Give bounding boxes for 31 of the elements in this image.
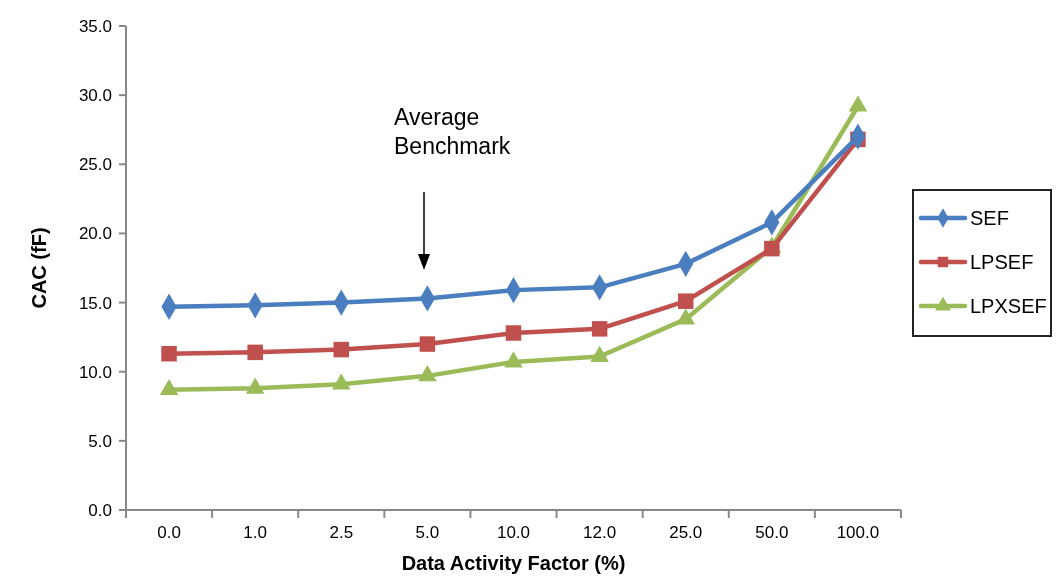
point (247, 344, 263, 361)
x-tick-label: 25.0 (669, 523, 703, 542)
point (161, 345, 177, 362)
legend-label: LPXSEF (970, 295, 1047, 317)
x-tick-label: 5.0 (415, 523, 440, 542)
point (505, 325, 522, 341)
point (764, 240, 780, 257)
y-tick-label: 25.0 (78, 155, 112, 175)
y-tick-label: 35.0 (78, 16, 112, 36)
x-tick-label: 2.5 (329, 523, 354, 542)
x-tick-label: 100.0 (836, 523, 880, 542)
x-tick-label: 10.0 (496, 523, 531, 542)
annotation: Average Benchmark (394, 104, 511, 159)
x-tick-label: 50.0 (755, 523, 789, 542)
y-tick-label: 20.0 (78, 224, 112, 244)
point (419, 336, 436, 352)
point (591, 321, 608, 337)
x-tick-label: 1.0 (243, 523, 267, 542)
y-tick-label: 5.0 (88, 431, 112, 451)
x-tick-label: 0.0 (157, 523, 181, 542)
x-axis-title: Data Activity Factor (%) (401, 552, 626, 574)
y-tick-label: 15.0 (78, 293, 112, 313)
y-tick-label: 0.0 (88, 500, 112, 520)
legend-label: LPSEF (970, 251, 1034, 273)
point (333, 341, 350, 358)
point (677, 293, 694, 309)
x-tick-label: 12.0 (583, 523, 617, 542)
y-tick-label: 10.0 (78, 362, 112, 382)
y-tick-label: 30.0 (78, 86, 112, 106)
legend-label: SEF (970, 207, 1009, 229)
y-axis-title: CAC (fF) (28, 227, 50, 309)
